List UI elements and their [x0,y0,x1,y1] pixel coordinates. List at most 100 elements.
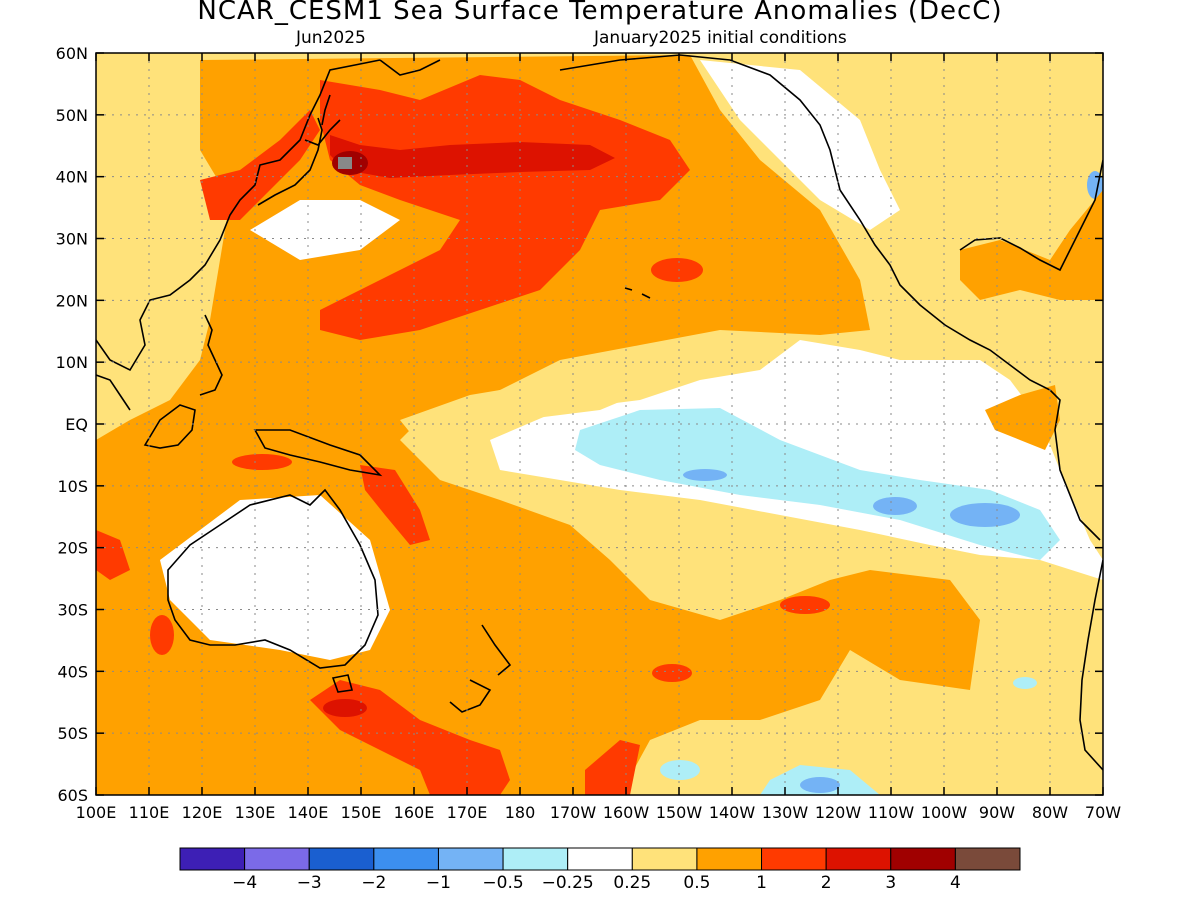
anomaly-region-neutral-japan [250,200,400,260]
anomaly-warm-patch [150,615,174,655]
anomaly-cold-patch [660,760,700,780]
anomaly-warm-patch [780,596,830,614]
coastline-north-america [839,189,1101,541]
anomaly-region-warm-strong-coral [360,465,430,545]
lon-label: 110E [129,803,170,822]
colorbar-label: −0.5 [482,873,523,893]
colorbar-label: 0.5 [683,873,710,893]
colorbar-label: −3 [297,873,322,893]
colorbar-swatch [179,847,246,871]
lon-label: 120E [182,803,223,822]
lon-label: 140W [709,803,756,822]
anomaly-cold-patch [873,497,917,515]
lon-label: 170E [447,803,488,822]
anomaly-region-warm-light-tongue [400,370,660,470]
lon-label: 80W [1032,803,1068,822]
lat-label: 10S [57,477,88,496]
coastline-australia [167,488,379,669]
colorbar-labels: −4 −3 −2 −1 −0.5 −0.25 0.25 0.5 1 2 3 4 [232,873,961,893]
latitude-labels: 60N 50N 40N 30N 20N 10N EQ 10S 20S 30S 40S 50S 60S [56,44,88,805]
lon-label: 90W [979,803,1015,822]
lat-label: 50S [57,724,88,743]
lon-label: 150E [341,803,382,822]
colorbar-swatch [502,847,569,871]
anomaly-warm-patch [652,664,692,682]
colorbar-swatch [825,847,892,871]
colorbar-label: −0.25 [542,873,594,893]
lat-label: 60N [56,44,88,63]
lat-label: 30S [57,601,88,620]
axis-ticks [95,52,1104,796]
colorbar-label: 4 [950,873,961,893]
lat-label: 50N [56,106,88,125]
coastline-new-guinea [253,429,383,477]
missing-data-cell [338,157,352,169]
colorbar-swatch [696,847,763,871]
coastline-kamchatka [321,59,441,126]
anomaly-region-warm-medium-panama [985,385,1060,450]
lon-label: 170W [550,803,597,822]
anomaly-warm-patch [651,258,703,282]
lon-label: 130E [235,803,276,822]
anomaly-region-warm-strong-north-pacific [320,75,690,340]
anomaly-cold-patch [1013,677,1037,689]
forecast-month: Jun2025 [296,28,366,48]
colorbar-label: 0.25 [613,873,651,893]
colorbar-swatch [437,847,504,871]
coastlines [96,54,1103,771]
anomaly-region-neutral-australia [160,495,390,660]
lon-label: 100E [76,803,117,822]
colorbar-label: −2 [361,873,386,893]
colorbar-swatch [567,847,633,871]
coastline-new-zealand [449,624,512,713]
anomaly-cold-patch [800,777,840,793]
lon-label: 140E [288,803,329,822]
lon-label: 160E [394,803,435,822]
lon-label: 160W [603,803,650,822]
lon-label: 110W [868,803,915,822]
coastline-tasmania [331,674,354,693]
anomaly-region-cold-light [575,408,1060,560]
colorbar-label: −4 [232,873,257,893]
anomaly-warm-patch [323,699,367,717]
lat-label: 40S [57,662,88,681]
colorbar-label: 3 [885,873,896,893]
coastline-alaska [559,54,841,191]
coastline-japan [257,117,341,206]
lat-label: 30N [56,230,88,249]
lon-label: 150W [656,803,703,822]
anomaly-region-warm-medium-caribbean [960,190,1103,300]
lat-label: 20N [56,291,88,310]
lat-label: 40N [56,168,88,187]
anomaly-warm-patch [232,454,292,470]
initial-conditions-label: January2025 initial conditions [594,28,847,48]
coastline-south-america [1079,559,1103,771]
coastline-borneo [143,404,196,449]
anomaly-region-warm-strong-west-australia [96,530,130,580]
anomaly-region-warm-very-strong [330,135,615,178]
coastline-gulf-of-mexico [959,159,1103,272]
colorbar-swatch [373,847,439,871]
colorbar-label: 1 [756,873,767,893]
colorbar-label: 2 [821,873,832,893]
lat-label: 60S [57,786,88,805]
longitude-labels: 100E 110E 120E 130E 140E 150E 160E 170E 180 170W 1… [76,803,1122,822]
colorbar-label: −1 [426,873,451,893]
lon-label: 100W [921,803,968,822]
colorbar-swatch [244,847,310,871]
colorbar-swatch [890,847,956,871]
anomaly-field [96,53,1103,795]
lat-label: 20S [57,539,88,558]
colorbar-swatch [631,847,698,871]
lon-label: 120W [815,803,862,822]
colorbar-swatch [761,847,827,871]
anomaly-region-neutral-northeast [700,60,900,230]
lon-label: 180 [505,803,536,822]
lat-label: 10N [56,353,88,372]
anomaly-cold-patch [950,503,1020,527]
lon-label: 130W [762,803,809,822]
anomaly-cold-patch [683,469,727,481]
lon-label: 70W [1085,803,1121,822]
lat-label: EQ [65,415,88,434]
